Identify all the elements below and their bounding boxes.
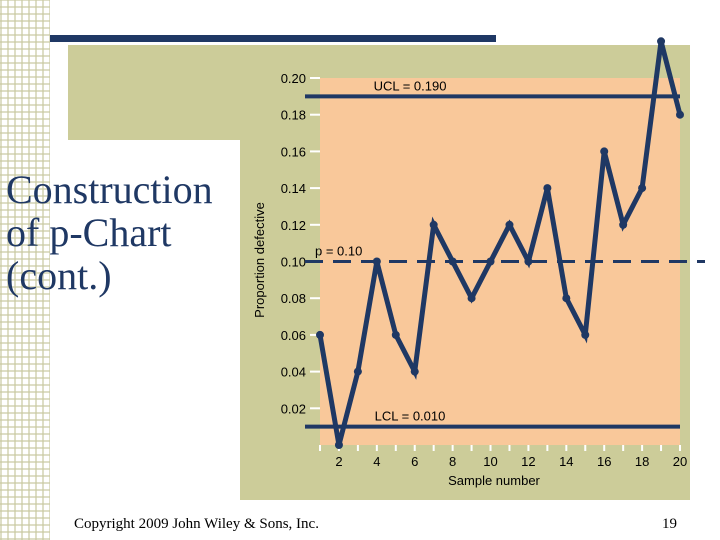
data-point (524, 257, 533, 266)
data-point (505, 220, 514, 229)
data-point (334, 441, 343, 449)
data-point (562, 294, 571, 303)
data-point (353, 367, 362, 376)
x-tick-label: 10 (483, 454, 497, 469)
y-tick-label: 0.14 (281, 181, 306, 196)
decorative-tan-block (68, 45, 240, 140)
copyright-footer: Copyright 2009 John Wiley & Sons, Inc. (74, 516, 319, 532)
data-point (638, 184, 647, 193)
y-axis-title: Proportion defective (252, 202, 267, 318)
y-tick-label: 0.16 (281, 144, 306, 159)
data-point (600, 147, 609, 156)
data-point (429, 220, 438, 229)
ucl-label: UCL = 0.190 (374, 78, 447, 93)
data-point (372, 257, 381, 266)
x-tick-label: 6 (411, 454, 418, 469)
data-point (676, 110, 684, 119)
x-tick-label: 4 (373, 454, 380, 469)
x-tick-label: 18 (635, 454, 649, 469)
x-tick-label: 8 (449, 454, 456, 469)
y-tick-label: 0.12 (281, 218, 306, 233)
y-tick-label: 0.06 (281, 328, 306, 343)
data-point (467, 294, 476, 303)
y-tick-label: 0.18 (281, 108, 306, 123)
y-tick-label: 0.10 (281, 255, 306, 270)
x-tick-label: 20 (673, 454, 687, 469)
page-number: 19 (662, 516, 677, 532)
center-label: p = 0.10 (315, 244, 362, 259)
data-point (316, 330, 324, 339)
data-point (448, 257, 457, 266)
data-point (543, 184, 552, 193)
lcl-label: LCL = 0.010 (375, 409, 446, 424)
x-tick-label: 2 (335, 454, 342, 469)
slide-title: Construction of p-Chart (cont.) (6, 167, 213, 298)
decorative-hatch-border (0, 0, 50, 540)
y-tick-label: 0.08 (281, 291, 306, 306)
series-line (317, 40, 683, 446)
y-tick-label: 0.02 (281, 401, 306, 416)
x-tick-label: 12 (521, 454, 535, 469)
data-point (657, 37, 666, 46)
x-tick-label: 16 (597, 454, 611, 469)
x-axis-title: Sample number (448, 473, 540, 488)
data-point (486, 257, 495, 266)
data-point (619, 220, 628, 229)
data-point (410, 367, 419, 376)
title-underline-bar (50, 35, 496, 42)
y-tick-label: 0.20 (281, 71, 306, 86)
x-tick-label: 14 (559, 454, 573, 469)
y-tick-label: 0.04 (281, 365, 306, 380)
data-point (391, 330, 400, 339)
data-point (581, 330, 590, 339)
